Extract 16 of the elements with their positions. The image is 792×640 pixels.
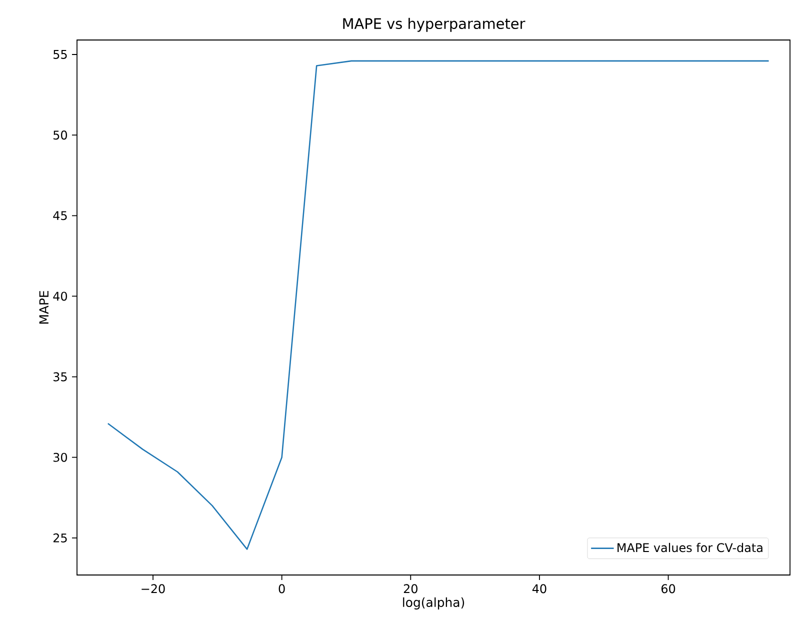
y-tick-label: 55	[54, 50, 67, 59]
x-axis-title: log(alpha)	[403, 597, 464, 610]
y-tick-label: 45	[53, 211, 67, 220]
y-tick-label: 30	[54, 452, 68, 462]
y-tick-label: 25	[53, 533, 67, 542]
x-tick-label: 0	[278, 584, 285, 594]
y-tick-label: 35	[54, 372, 67, 382]
x-tick-label: −20	[142, 584, 165, 594]
x-tick-label: 20	[404, 584, 418, 594]
x-tick-label: 40	[532, 584, 546, 594]
y-tick-label: 50	[54, 130, 68, 140]
legend-label: MAPE values for CV-data	[618, 542, 762, 552]
y-tick-label: 40	[53, 292, 68, 301]
x-tick-label: 60	[662, 584, 676, 594]
chart-title: MAPE vs hyperparameter	[343, 18, 526, 32]
y-axis-title: MAPE	[39, 290, 48, 324]
